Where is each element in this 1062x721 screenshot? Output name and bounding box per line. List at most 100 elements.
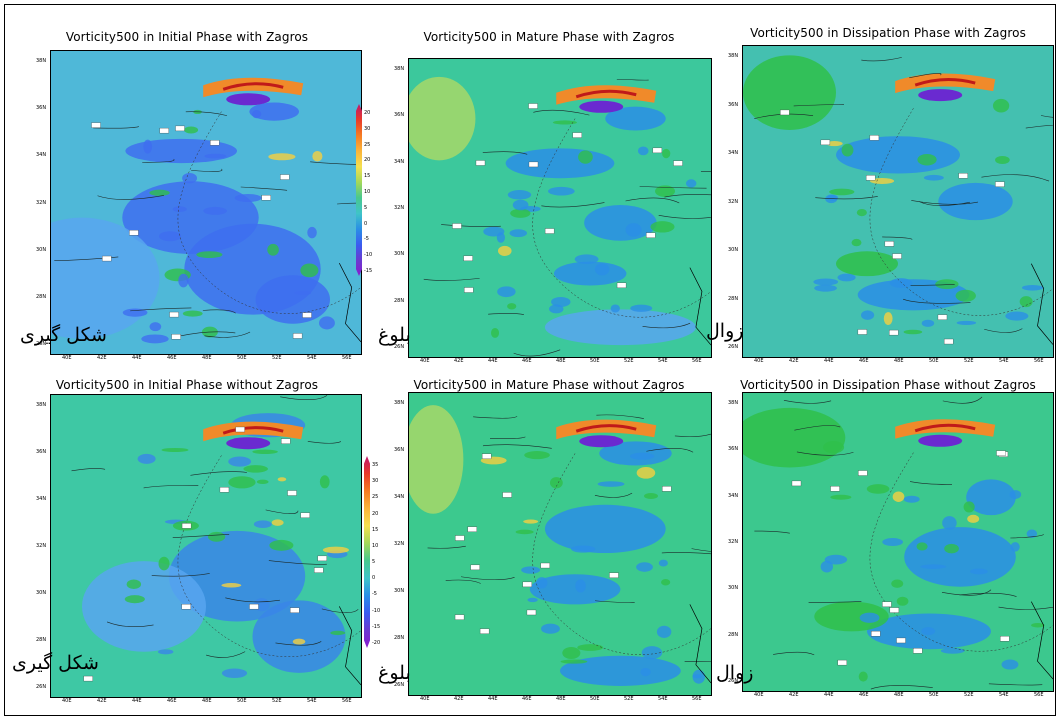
- lon-tick-label: 44E: [824, 358, 834, 364]
- positive-vorticity-band: [556, 419, 657, 440]
- contour-label-box: [662, 486, 672, 492]
- field-cell: [234, 193, 262, 203]
- contour-label-box: [896, 637, 906, 644]
- field-cell: [497, 286, 516, 298]
- coastline: [1030, 263, 1053, 345]
- field-cell: [510, 208, 531, 218]
- contour-label-box: [290, 607, 300, 613]
- field-cell: [935, 279, 959, 290]
- colorbar-tick-label: 10: [372, 542, 379, 549]
- field-cell: [184, 126, 199, 134]
- panel-mature-with-zagros: Vorticity500 in Mature Phase with Zagros…: [378, 8, 714, 370]
- colorbar-tick-label: 10: [364, 189, 371, 195]
- field-cell: [921, 627, 936, 636]
- field-cell: [661, 579, 671, 586]
- colorbar-tick-label: -15: [372, 623, 381, 630]
- contour-line: [616, 78, 649, 81]
- colorbar-tick-label: -5: [372, 591, 377, 598]
- contour-line: [984, 328, 1023, 333]
- boundary-line: [177, 111, 361, 314]
- contour-line: [185, 111, 228, 116]
- boundary-line: [869, 108, 1053, 316]
- lat-tick-label: 30N: [36, 246, 47, 253]
- contour-label-box: [181, 604, 191, 610]
- contour-label-box: [171, 334, 181, 340]
- lon-tick-label: 40E: [420, 358, 430, 364]
- field-cell: [920, 564, 947, 569]
- lon-tick-label: 48E: [556, 696, 566, 702]
- vorticity-max-line: [914, 78, 976, 87]
- map-area: [50, 50, 362, 355]
- field-cell: [521, 566, 541, 574]
- contour-line: [815, 196, 878, 200]
- contour-line: [482, 151, 528, 155]
- colorbar-bottom: 35 30 25 20 15 10 5 0 -5 -10 -15 -20: [364, 456, 386, 648]
- lat-tick-label: 26N: [36, 341, 47, 347]
- field-cell: [903, 495, 920, 503]
- field-region: [252, 600, 346, 673]
- lon-tick-label: 44E: [488, 358, 498, 364]
- field-cell: [172, 206, 187, 213]
- field-cell: [178, 273, 189, 288]
- contour-label-box: [464, 287, 474, 293]
- contour-line: [513, 349, 561, 357]
- vorticity-max-line: [914, 423, 976, 433]
- contour-label-box: [889, 329, 899, 336]
- contour-line: [190, 471, 248, 476]
- field-cell: [277, 477, 287, 482]
- field-cell: [1019, 296, 1033, 308]
- lon-tick-label: 56E: [342, 355, 352, 361]
- field-cell: [122, 308, 148, 317]
- field-cell: [655, 185, 676, 197]
- colorbar-tick-label: 5: [372, 559, 376, 566]
- contour-label-box: [889, 607, 900, 613]
- colorbar-tick-label: 0: [364, 220, 368, 227]
- colorbar-tick-label: -10: [364, 252, 373, 259]
- map-svg: [51, 51, 361, 354]
- phase-label: زوال: [706, 320, 744, 342]
- field-cell: [692, 674, 702, 679]
- contour-label-box: [995, 181, 1005, 187]
- contour-line: [240, 186, 288, 191]
- field-cell: [507, 190, 532, 200]
- colorbar-tick-label: 30: [364, 125, 371, 132]
- contour-line: [988, 683, 1043, 686]
- contour-line: [664, 194, 711, 198]
- field-region: [814, 601, 889, 632]
- field-cell: [292, 638, 306, 645]
- lat-tick-label: 36N: [728, 101, 739, 108]
- contour-line: [918, 201, 971, 206]
- contour-label-box: [544, 228, 555, 234]
- field-cell: [940, 647, 965, 654]
- lon-tick-label: 48E: [202, 355, 212, 361]
- field-cell: [509, 229, 528, 238]
- field-cell: [829, 188, 855, 196]
- lon-tick-label: 56E: [692, 358, 702, 364]
- contour-line: [143, 485, 199, 489]
- vorticity-max-line: [222, 82, 284, 91]
- lat-tick-label: 26N: [728, 678, 739, 684]
- field-cell: [813, 278, 839, 286]
- lon-tick-label: 42E: [789, 358, 799, 364]
- lat-tick-label: 30N: [394, 251, 405, 258]
- lon-tick-label: 40E: [62, 698, 72, 704]
- contour-line: [337, 202, 361, 205]
- field-cell: [923, 174, 944, 181]
- contour-line: [594, 492, 633, 498]
- lon-tick-label: 50E: [237, 355, 247, 361]
- field-cell: [640, 667, 651, 677]
- contour-label-box: [481, 453, 492, 459]
- field-cell: [294, 291, 312, 296]
- contour-line: [998, 606, 1053, 610]
- contour-line: [794, 425, 841, 431]
- field-region: [584, 205, 657, 241]
- vorticity-max-line: [575, 424, 637, 433]
- lat-tick-label: 36N: [36, 449, 47, 455]
- contour-line: [191, 168, 223, 172]
- lon-tick-label: 40E: [754, 358, 764, 364]
- contour-label-box: [314, 567, 324, 573]
- field-cell: [859, 612, 880, 623]
- field-cell: [483, 226, 505, 237]
- map-area: [50, 394, 362, 698]
- contour-label-box: [159, 127, 169, 134]
